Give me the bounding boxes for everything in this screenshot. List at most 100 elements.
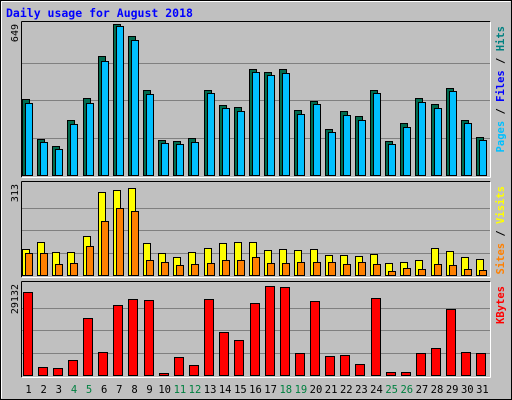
bar-fill — [222, 260, 230, 276]
chart-panels: 649 Pages / Files / Hits 313 Sites / Visits… — [10, 21, 507, 378]
bar-files-day-18 — [282, 73, 290, 176]
y-max-label: 649 — [10, 24, 21, 42]
bar-sites-day-21 — [328, 262, 336, 276]
series-legend-label: Sites / Visits — [495, 186, 507, 275]
bar-fill — [476, 353, 486, 376]
x-tick-label: 26 — [400, 384, 413, 396]
bar-kbytes-day-27 — [416, 353, 426, 376]
x-tick-label: 17 — [264, 384, 277, 396]
bar-kbytes-day-6 — [98, 352, 108, 376]
bar-fill — [386, 372, 396, 376]
bar-kbytes-day-21 — [325, 356, 335, 376]
bar-kbytes-day-28 — [431, 348, 441, 376]
bar-files-day-31 — [479, 140, 487, 176]
bar-fill — [267, 263, 275, 276]
bar-kbytes-day-8 — [128, 299, 138, 376]
legend-part: Hits — [495, 26, 507, 51]
bar-fill — [70, 263, 78, 276]
bar-fill — [416, 353, 426, 376]
bar-fill — [204, 299, 214, 376]
bar-files-day-3 — [55, 149, 63, 176]
bar-fill — [280, 287, 290, 376]
bar-files-day-20 — [313, 104, 321, 176]
bar-sites-day-28 — [434, 264, 442, 276]
bar-fill — [70, 124, 78, 176]
bar-sites-day-18 — [282, 263, 290, 276]
bar-kbytes-day-29 — [446, 309, 456, 376]
bar-fill — [207, 93, 215, 176]
bar-sites-day-2 — [40, 253, 48, 276]
bar-fill — [131, 211, 139, 276]
bar-fill — [252, 257, 260, 276]
bar-fill — [191, 142, 199, 176]
bar-files-day-27 — [418, 102, 426, 176]
x-tick-label: 29 — [446, 384, 459, 396]
x-tick-label: 24 — [370, 384, 383, 396]
bar-files-day-10 — [161, 143, 169, 176]
bar-kbytes-day-10 — [159, 373, 169, 376]
x-tick-label: 31 — [476, 384, 489, 396]
x-tick-label: 30 — [461, 384, 474, 396]
bar-fill — [55, 149, 63, 176]
bar-fill — [446, 309, 456, 376]
series-legend-label: KBytes — [495, 286, 507, 324]
bar-files-day-17 — [267, 75, 275, 176]
x-tick-label: 4 — [71, 384, 77, 396]
legend-part: Visits — [495, 186, 507, 224]
bar-kbytes-day-13 — [204, 299, 214, 376]
bar-fill — [146, 94, 154, 176]
bar-files-day-15 — [237, 111, 245, 176]
bar-fill — [479, 140, 487, 176]
bar-files-day-9 — [146, 94, 154, 176]
bar-files-day-23 — [358, 120, 366, 176]
bar-fill — [101, 61, 109, 176]
x-tick-label: 14 — [219, 384, 232, 396]
bar-fill — [252, 72, 260, 176]
bar-fill — [144, 300, 154, 376]
bar-files-day-26 — [403, 127, 411, 176]
bar-fill — [434, 264, 442, 276]
bar-files-day-25 — [388, 144, 396, 176]
legend-part: / — [495, 102, 507, 121]
bar-files-day-13 — [207, 93, 215, 176]
bar-sites-day-20 — [313, 262, 321, 276]
x-tick-label: 7 — [116, 384, 122, 396]
bar-files-day-14 — [222, 108, 230, 176]
bar-fill — [325, 356, 335, 376]
bar-files-day-12 — [191, 142, 199, 176]
bar-files-day-1 — [25, 103, 33, 176]
bar-fill — [267, 75, 275, 176]
x-tick-label: 9 — [146, 384, 152, 396]
bar-sites-day-14 — [222, 260, 230, 276]
bar-fill — [176, 144, 184, 176]
bar-kbytes-day-5 — [83, 318, 93, 376]
bar-fill — [295, 353, 305, 376]
x-tick-label: 1 — [25, 384, 31, 396]
bar-fill — [355, 364, 365, 376]
bar-fill — [282, 263, 290, 276]
bar-sites-day-10 — [161, 262, 169, 276]
bar-sites-day-6 — [101, 221, 109, 276]
x-tick-label: 15 — [234, 384, 247, 396]
bar-sites-day-8 — [131, 211, 139, 276]
bar-sites-day-29 — [449, 265, 457, 276]
bar-fill — [131, 40, 139, 176]
bar-fill — [161, 262, 169, 276]
series-legend-label: Pages / Files / Hits — [495, 26, 507, 152]
bar-files-day-30 — [464, 123, 472, 176]
bar-kbytes-day-1 — [23, 292, 33, 376]
legend-part: Files — [495, 70, 507, 102]
bar-kbytes-day-11 — [174, 357, 184, 376]
chart-title: Daily usage for August 2018 — [6, 6, 193, 20]
bar-sites-day-25 — [388, 271, 396, 276]
bar-sites-day-1 — [25, 253, 33, 276]
bar-kbytes-day-25 — [386, 372, 396, 376]
bar-fill — [464, 123, 472, 176]
bar-sites-day-26 — [403, 268, 411, 276]
bar-fill — [113, 305, 123, 376]
bar-kbytes-day-4 — [68, 360, 78, 376]
x-tick-label: 18 — [279, 384, 292, 396]
bar-files-day-6 — [101, 61, 109, 176]
bar-kbytes-day-24 — [371, 298, 381, 376]
x-tick-label: 23 — [355, 384, 368, 396]
